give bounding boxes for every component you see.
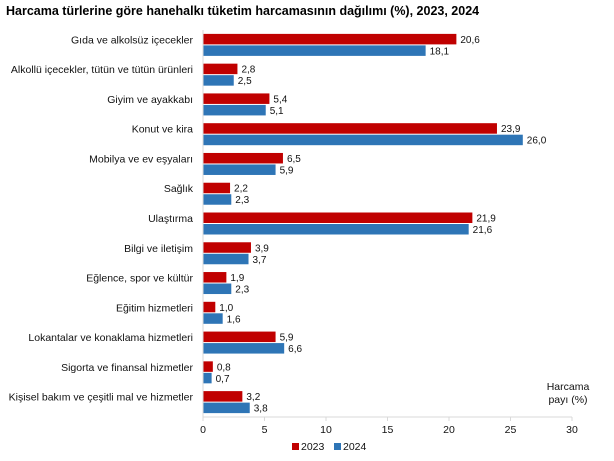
legend-label-2023: 2023 [301,441,325,453]
data-label-2023: 1,0 [219,303,233,314]
data-label-2024: 3,7 [253,255,267,266]
bar-2024 [203,194,232,205]
data-label-2023: 20,6 [460,35,480,46]
x-tick-label: 0 [200,424,206,436]
x-tick-label: 15 [382,424,394,436]
bar-2023 [203,63,238,75]
bar-2023 [203,182,231,194]
bars-layer [203,33,523,414]
bar-2024 [203,402,250,414]
bar-2024 [203,75,234,86]
data-label-2024: 1,6 [227,314,241,325]
category-label: Gıda ve alkolsüz içecekler [71,34,193,46]
data-label-2024: 3,8 [254,404,268,415]
category-label: Konut ve kira [132,124,193,136]
category-label: Sağlık [164,183,194,195]
legend-label-2024: 2024 [343,441,367,453]
legend-swatch-2023 [292,443,299,450]
data-label-2024: 21,6 [473,225,493,236]
category-label: Eğitim hizmetleri [116,302,193,314]
category-label: Bilgi ve iletişim [124,243,193,255]
data-label-2023: 2,2 [234,184,248,195]
bar-2023 [203,301,216,313]
bar-2024 [203,313,223,324]
x-tick-label: 5 [262,424,268,436]
category-label: Giyim ve ayakkabı [107,94,193,106]
data-label-2023: 6,5 [287,154,301,165]
bar-2023 [203,242,251,253]
data-label-2023: 3,2 [246,392,260,403]
bar-2024 [203,164,276,175]
legend-swatch-2024 [334,443,341,450]
bar-2023 [203,123,497,134]
bar-2023 [203,361,213,372]
data-label-2023: 5,4 [273,94,287,105]
category-label: Sigorta ve finansal hizmetler [61,362,193,374]
bar-2024 [203,343,285,354]
bar-2023 [203,152,283,164]
data-label-2023: 1,9 [230,273,244,284]
labels-layer: Gıda ve alkolsüz içecekler 20,6 18,1 Alkoll… [9,34,547,414]
bar-2024 [203,283,232,295]
data-label-2023: 5,9 [280,333,294,344]
data-label-2023: 21,9 [476,214,496,225]
legend: 2023 2024 [292,441,367,453]
bar-2024 [203,134,523,146]
data-label-2024: 18,1 [430,46,450,57]
category-label: Lokantalar ve konaklama hizmetleri [28,332,193,344]
bar-2023 [203,212,473,223]
data-label-2023: 3,9 [255,243,269,254]
data-label-2023: 2,8 [241,65,255,76]
x-tick-label: 20 [443,424,455,436]
bar-2023 [203,33,457,45]
bar-2023 [203,93,270,104]
bar-2024 [203,45,426,56]
data-label-2024: 0,7 [216,374,230,385]
chart-title: Harcama türlerine göre hanehalkı tüketim… [6,4,480,18]
category-label: Ulaştırma [148,213,193,225]
x-axis-title: Harcama payı (%) [547,381,590,406]
data-label-2024: 5,1 [270,106,284,117]
data-label-2023: 23,9 [501,124,521,135]
category-label: Alkollü içecekler, tütün ve tütün ürünle… [11,64,193,76]
data-label-2024: 2,3 [235,285,249,296]
bar-2023 [203,391,243,402]
bar-2023 [203,272,227,283]
x-axis: 0 5 10 15 20 25 30 Harcama payı (%) [200,30,589,436]
data-label-2024: 6,6 [288,344,302,355]
bar-2023 [203,331,276,343]
bar-2024 [203,104,266,116]
bar-2024 [203,224,469,235]
category-label: Eğlence, spor ve kültür [86,273,193,285]
bar-2024 [203,253,249,265]
data-label-2024: 5,9 [280,165,294,176]
category-label: Kişisel bakım ve çeşitli mal ve hizmetle… [9,392,194,404]
x-tick-label: 25 [505,424,517,436]
x-tick-label: 10 [320,424,332,436]
data-label-2024: 2,3 [235,195,249,206]
data-label-2024: 26,0 [527,136,547,147]
category-label: Mobilya ve ev eşyaları [89,153,193,165]
bar-2024 [203,372,212,384]
data-label-2024: 2,5 [238,76,252,87]
data-label-2023: 0,8 [217,362,231,373]
x-tick-label: 30 [566,424,578,436]
